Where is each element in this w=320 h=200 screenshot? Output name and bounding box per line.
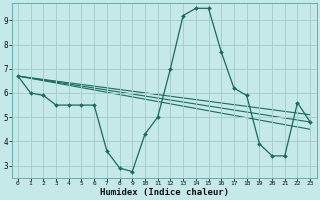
X-axis label: Humidex (Indice chaleur): Humidex (Indice chaleur) [100, 188, 228, 197]
